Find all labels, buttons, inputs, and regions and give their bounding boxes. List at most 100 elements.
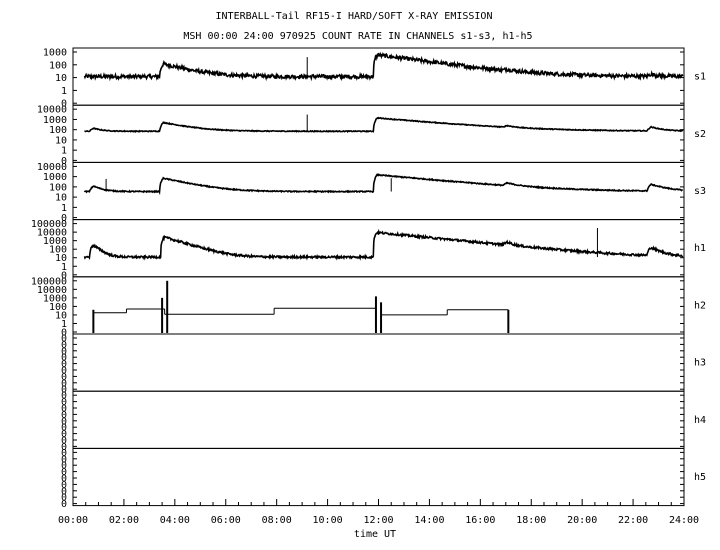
y-tick-label: 0	[61, 378, 67, 389]
x-tick-label: 14:00	[414, 515, 444, 526]
y-tick-label: 0	[61, 156, 67, 167]
y-tick-label: 0	[61, 467, 67, 478]
y-tick-label: 1	[61, 146, 67, 157]
y-tick-label: 100000	[31, 276, 67, 287]
x-tick-label: 24:00	[669, 515, 699, 526]
x-tick-label: 02:00	[109, 515, 139, 526]
y-tick-label: 0	[61, 372, 67, 383]
y-tick-label: 10000	[37, 285, 67, 296]
y-tick-label: 0	[61, 442, 67, 453]
x-axis: 00:00 02:00 04:00 06:00 08:00 10:00 12:00 14:00…	[58, 499, 699, 526]
x-tick-label: 10:00	[313, 515, 343, 526]
y-tick-label: 0	[61, 99, 67, 110]
y-tick-label: 0	[61, 385, 67, 396]
y-tick-label: 0	[61, 454, 67, 465]
x-axis-label: time UT	[354, 529, 396, 540]
y-tick-label: 1000	[43, 48, 67, 59]
panel-label-s2: s2	[694, 129, 706, 140]
panel-frame	[72, 276, 685, 335]
y-tick-label: 0	[61, 334, 67, 345]
x-tick-label: 20:00	[567, 515, 597, 526]
y-tick-label: 10	[55, 310, 67, 321]
y-tick-label: 0	[61, 486, 67, 497]
y-tick-label: 1	[61, 319, 67, 330]
panel-frame	[72, 104, 685, 163]
y-tick-label: 10	[55, 73, 67, 84]
series-line-h1	[83, 228, 684, 261]
y-tick-label: 0	[61, 404, 67, 415]
panel-frame	[72, 390, 685, 449]
x-tick-label: 04:00	[160, 515, 190, 526]
y-tick-label: 1	[61, 203, 67, 214]
series-line-s2	[84, 116, 684, 134]
y-tick-label: 0	[61, 353, 67, 364]
series-line-s3	[83, 173, 683, 196]
chart-title: INTERBALL-Tail RF15-I HARD/SOFT X-RAY EM…	[216, 11, 493, 22]
y-tick-label: 1000	[43, 236, 67, 247]
y-tick-label: 10	[55, 135, 67, 146]
panel-frame	[72, 333, 685, 392]
x-tick-label: 22:00	[618, 515, 648, 526]
panel-label-h3: h3	[694, 358, 706, 369]
y-tick-label: 0	[61, 397, 67, 408]
y-tick-label: 1000	[43, 115, 67, 126]
x-tick-label: 16:00	[465, 515, 495, 526]
x-tick-label: 06:00	[211, 515, 241, 526]
chart-subtitle: MSH 00:00 24:00 970925 COUNT RATE IN CHA…	[183, 31, 532, 42]
y-tick-label: 0	[61, 461, 67, 472]
y-tick-label: 0	[61, 436, 67, 447]
panel-label-h1: h1	[694, 243, 706, 254]
y-tick-label: 1	[61, 86, 67, 97]
y-tick-label: 10000	[37, 162, 67, 173]
panel-label-h4: h4	[694, 415, 706, 426]
y-tick-label: 0	[61, 493, 67, 504]
y-tick-label: 0	[61, 213, 67, 224]
panel-label-h2: h2	[694, 300, 706, 311]
y-tick-label: 0	[61, 410, 67, 421]
y-tick-label: 10	[55, 193, 67, 204]
panel-frame	[72, 447, 685, 507]
y-tick-label: 0	[61, 474, 67, 485]
y-tick-label: 100	[49, 245, 67, 256]
y-tick-label: 0	[61, 480, 67, 491]
y-tick-label: 100	[49, 125, 67, 136]
y-tick-label: 0	[61, 340, 67, 351]
y-tick-label: 0	[61, 328, 67, 339]
y-tick-label: 0	[61, 416, 67, 427]
y-tick-label: 0	[61, 366, 67, 377]
y-tick-label: 1000	[43, 172, 67, 183]
y-tick-label: 10	[55, 253, 67, 264]
x-tick-label: 00:00	[58, 515, 88, 526]
y-tick-label: 0	[61, 346, 67, 357]
y-tick-label: 0	[61, 270, 67, 281]
panel-frame	[72, 219, 685, 278]
panel-label-h5: h5	[694, 472, 706, 483]
y-tick-label: 0	[61, 429, 67, 440]
x-tick-label: 18:00	[516, 515, 546, 526]
y-tick-label: 1	[61, 262, 67, 273]
y-tick-label: 0	[61, 448, 67, 459]
y-tick-label: 0	[61, 499, 67, 510]
panel-label-s3: s3	[694, 186, 706, 197]
panel-label-s1: s1	[694, 72, 706, 83]
y-tick-label: 10000	[37, 105, 67, 116]
y-tick-label: 0	[61, 391, 67, 402]
y-tick-label: 10000	[37, 228, 67, 239]
x-tick-label: 12:00	[363, 515, 393, 526]
x-tick-label: 08:00	[262, 515, 292, 526]
panels-group: 10001001010s11000010001001010s2100001000…	[31, 47, 706, 510]
y-tick-label: 100	[49, 60, 67, 71]
y-tick-label: 0	[61, 359, 67, 370]
series-line-s1	[83, 51, 684, 82]
y-tick-label: 0	[61, 423, 67, 434]
y-tick-label: 100000	[31, 219, 67, 230]
